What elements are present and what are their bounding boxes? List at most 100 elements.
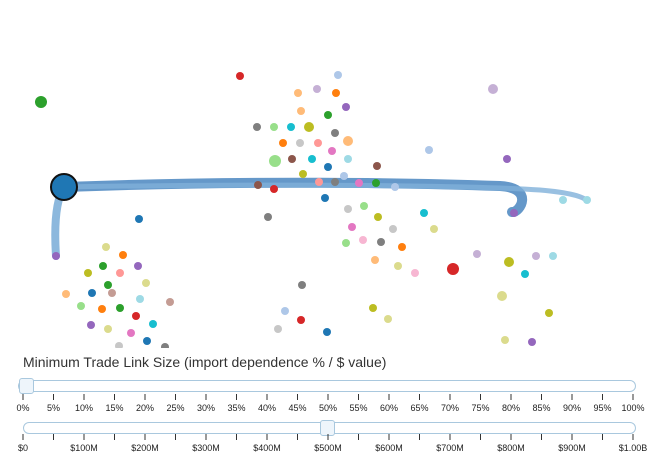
country-node[interactable] xyxy=(398,243,406,251)
country-node[interactable] xyxy=(135,215,143,223)
country-node[interactable] xyxy=(102,243,110,251)
country-node[interactable] xyxy=(343,136,353,146)
country-node[interactable] xyxy=(315,178,323,186)
country-node[interactable] xyxy=(323,328,331,336)
country-node[interactable] xyxy=(503,155,511,163)
country-node[interactable] xyxy=(297,316,305,324)
country-node[interactable] xyxy=(331,178,339,186)
country-node[interactable] xyxy=(359,236,367,244)
country-node[interactable] xyxy=(447,263,459,275)
selected-country-node[interactable] xyxy=(50,173,78,201)
country-node[interactable] xyxy=(104,281,112,289)
country-node[interactable] xyxy=(279,139,287,147)
country-node[interactable] xyxy=(88,289,96,297)
country-node[interactable] xyxy=(355,179,363,187)
country-node[interactable] xyxy=(314,139,322,147)
country-node[interactable] xyxy=(132,312,140,320)
country-node[interactable] xyxy=(84,269,92,277)
country-node[interactable] xyxy=(324,163,332,171)
import-dependence-slider[interactable] xyxy=(18,378,636,394)
country-node[interactable] xyxy=(270,123,278,131)
country-node[interactable] xyxy=(373,162,381,170)
country-node[interactable] xyxy=(391,183,399,191)
country-node[interactable] xyxy=(98,305,106,313)
country-node[interactable] xyxy=(99,262,107,270)
country-node[interactable] xyxy=(62,290,70,298)
country-node[interactable] xyxy=(328,147,336,155)
country-node[interactable] xyxy=(87,321,95,329)
trade-network-graph[interactable] xyxy=(0,0,670,348)
network-svg[interactable] xyxy=(0,0,670,348)
country-node[interactable] xyxy=(52,252,60,260)
country-node[interactable] xyxy=(549,252,557,260)
country-node[interactable] xyxy=(297,107,305,115)
country-node[interactable] xyxy=(331,129,339,137)
country-node[interactable] xyxy=(420,209,428,217)
country-node[interactable] xyxy=(369,304,377,312)
country-node[interactable] xyxy=(294,89,302,97)
country-node[interactable] xyxy=(308,155,316,163)
country-node[interactable] xyxy=(332,89,340,97)
country-node[interactable] xyxy=(108,289,116,297)
country-node[interactable] xyxy=(372,179,380,187)
country-nodes[interactable] xyxy=(35,71,591,348)
country-node[interactable] xyxy=(583,196,591,204)
country-node[interactable] xyxy=(425,146,433,154)
country-node[interactable] xyxy=(342,239,350,247)
country-node[interactable] xyxy=(269,155,281,167)
country-node[interactable] xyxy=(334,71,342,79)
country-node[interactable] xyxy=(360,202,368,210)
country-node[interactable] xyxy=(296,139,304,147)
country-node[interactable] xyxy=(77,302,85,310)
country-node[interactable] xyxy=(340,172,348,180)
country-node[interactable] xyxy=(532,252,540,260)
country-node[interactable] xyxy=(430,225,438,233)
country-node[interactable] xyxy=(236,72,244,80)
country-node[interactable] xyxy=(384,315,392,323)
country-node[interactable] xyxy=(504,257,514,267)
country-node[interactable] xyxy=(119,251,127,259)
country-node[interactable] xyxy=(510,209,518,217)
country-node[interactable] xyxy=(344,205,352,213)
trade-value-slider-handle[interactable] xyxy=(319,420,335,436)
country-node[interactable] xyxy=(274,325,282,333)
country-node[interactable] xyxy=(161,343,169,348)
country-node[interactable] xyxy=(324,111,332,119)
country-node[interactable] xyxy=(389,225,397,233)
country-node[interactable] xyxy=(488,84,498,94)
country-node[interactable] xyxy=(127,329,135,337)
trade-value-slider[interactable] xyxy=(23,420,636,436)
country-node[interactable] xyxy=(545,309,553,317)
trade-link[interactable] xyxy=(61,182,590,204)
country-node[interactable] xyxy=(298,281,306,289)
country-node[interactable] xyxy=(299,170,307,178)
country-node[interactable] xyxy=(281,307,289,315)
country-node[interactable] xyxy=(143,337,151,345)
country-node[interactable] xyxy=(149,320,157,328)
country-node[interactable] xyxy=(287,123,295,131)
country-node[interactable] xyxy=(411,269,419,277)
country-node[interactable] xyxy=(559,196,567,204)
country-node[interactable] xyxy=(288,155,296,163)
country-node[interactable] xyxy=(348,223,356,231)
country-node[interactable] xyxy=(321,194,329,202)
country-node[interactable] xyxy=(116,269,124,277)
country-node[interactable] xyxy=(35,96,47,108)
country-node[interactable] xyxy=(270,185,278,193)
country-node[interactable] xyxy=(253,123,261,131)
country-node[interactable] xyxy=(254,181,262,189)
country-node[interactable] xyxy=(521,270,529,278)
country-node[interactable] xyxy=(374,213,382,221)
import-dependence-slider-handle[interactable] xyxy=(19,378,34,394)
country-node[interactable] xyxy=(264,213,272,221)
country-node[interactable] xyxy=(342,103,350,111)
country-node[interactable] xyxy=(497,291,507,301)
country-node[interactable] xyxy=(166,298,174,306)
country-node[interactable] xyxy=(313,85,321,93)
country-node[interactable] xyxy=(377,238,385,246)
country-node[interactable] xyxy=(473,250,481,258)
country-node[interactable] xyxy=(528,338,536,346)
country-node[interactable] xyxy=(501,336,509,344)
country-node[interactable] xyxy=(371,256,379,264)
country-node[interactable] xyxy=(115,342,123,348)
